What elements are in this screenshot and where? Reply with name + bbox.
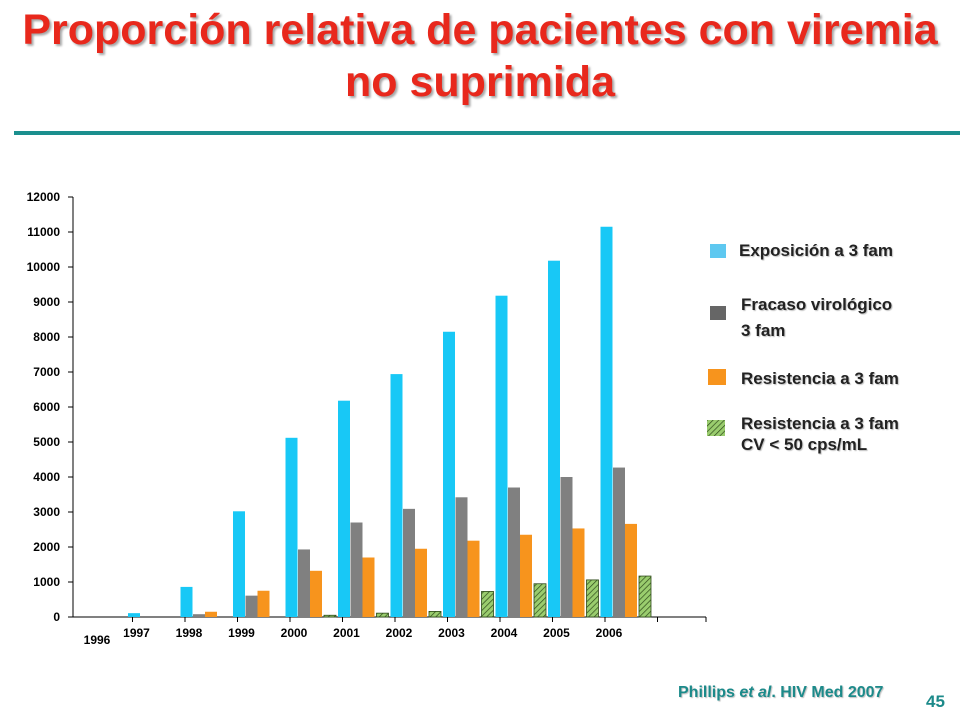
citation-authors: Phillips [678,684,740,701]
citation-source: . HIV Med 2007 [771,684,884,701]
bar-resistance [362,557,375,617]
bar-failure [193,614,205,617]
x-tick-label: 2003 [438,626,465,640]
y-tick-label: 2000 [33,540,60,554]
bar-resistance-vl [428,611,442,618]
bar-failure [403,508,415,617]
citation-et-al: et al [739,684,772,701]
bar-resistance [257,590,270,617]
page-title: Proporción relativa de pacientes con vir… [22,6,938,106]
legend-label-resistance-vl: Resistencia a 3 fam CV < 50 cps/mL [741,414,899,454]
bar-resistance-vl [376,612,389,618]
y-tick-label: 3000 [33,505,60,519]
x-tick-label: 1997 [123,626,150,640]
bar-resistance-vl [638,575,652,618]
x-tick-label: 2000 [281,626,308,640]
bar-resistance-vl [533,583,547,618]
x-tick-label: 2005 [543,626,570,640]
bar-resistance-vl [481,591,494,618]
bar-exposure [285,437,298,617]
bar-resistance [625,523,637,617]
legend-label-exposure: Exposición a 3 fam [739,241,893,260]
legend-swatch-failure [710,306,726,320]
chart-labels: 0 1000 2000 3000 4000 5000 6000 7000 8000 9000 100… [27,190,623,647]
legend-swatch-resistance [708,369,726,385]
bar-failure [298,549,310,617]
bar-exposure [180,586,193,617]
x-tick-label: 2006 [596,626,623,640]
legend-swatch-resistance-vl [707,420,725,436]
bar-failure [613,467,625,617]
bar-resistance-vl [323,614,337,618]
y-tick-label: 9000 [33,295,60,309]
y-tick-label: 11000 [27,225,60,239]
x-tick-label: 2002 [386,626,413,640]
bar-resistance [467,540,480,617]
bar-resistance [572,528,585,617]
x-tick-label: 1999 [228,626,255,640]
legend-label-failure: Fracaso virológico 3 fam [741,295,893,340]
y-tick-label: 6000 [33,400,60,414]
x-tick-label: 2004 [491,626,518,640]
y-tick-label: 10000 [27,260,61,274]
bar-resistance [520,534,532,617]
y-tick-label: 5000 [33,435,60,449]
bar-exposure [390,374,403,617]
y-tick-label: 0 [53,610,60,624]
bar-failure [560,477,573,617]
bar-exposure [495,295,508,617]
y-tick-label: 7000 [33,365,60,379]
x-tick-label: 2001 [333,626,360,640]
bar-resistance-vl [586,579,599,618]
bar-resistance [205,611,217,617]
chart-bars [128,226,652,618]
bar-failure [508,487,520,617]
bar-resistance [415,548,427,617]
bar-exposure [600,226,613,617]
x-tick-label: 1998 [176,626,203,640]
page-number: 45 [926,692,945,711]
y-tick-label: 1000 [33,575,60,589]
bar-failure [455,497,468,617]
citation: Phillips et al. HIV Med 2007 [678,684,883,702]
y-tick-label: 8000 [33,330,60,344]
bar-resistance [310,570,322,617]
bar-failure [245,595,258,617]
y-tick-label: 4000 [33,470,60,484]
bar-exposure [443,331,455,617]
x-tick-label: 1996 [84,633,111,647]
bar-exposure [548,260,560,617]
title-divider [14,131,960,135]
bar-exposure [128,613,140,617]
legend-swatch-exposure [710,244,726,258]
bar-exposure [338,400,350,617]
bar-exposure [233,511,245,617]
bar-failure [350,522,363,617]
y-tick-label: 12000 [27,190,61,204]
legend-label-resistance: Resistencia a 3 fam [741,369,899,388]
